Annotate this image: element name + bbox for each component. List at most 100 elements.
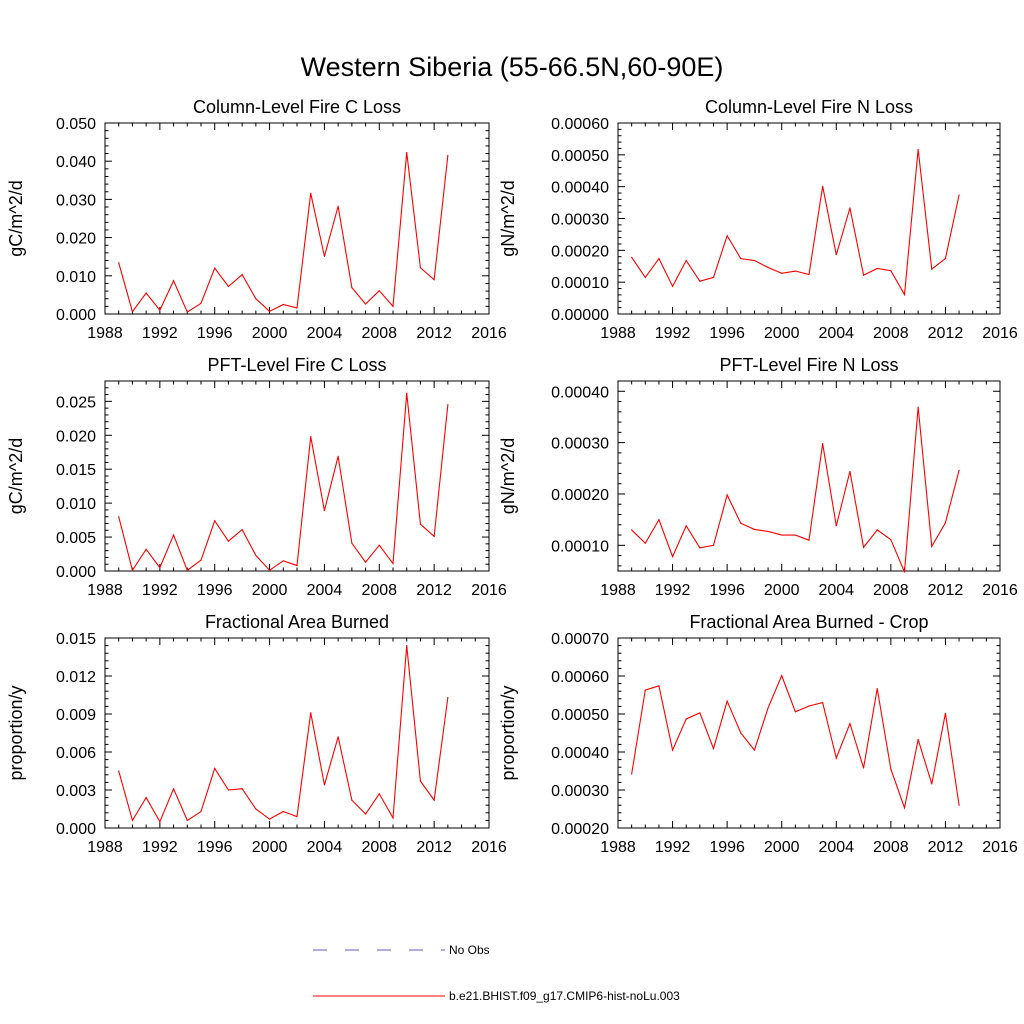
data-point: [917, 148, 919, 151]
legend-label: b.e21.BHIST.f09_g17.CMIP6-hist-noLu.003: [449, 989, 680, 1003]
panel-title: PFT-Level Fire N Loss: [719, 355, 898, 375]
data-point: [145, 292, 147, 294]
y-tick-label: 0.009: [56, 707, 96, 724]
y-tick-label: 0.00030: [551, 783, 609, 800]
data-point: [849, 722, 851, 725]
x-tick-label: 2000: [252, 325, 288, 342]
data-point: [931, 783, 933, 785]
data-point: [214, 520, 216, 522]
data-point: [419, 523, 422, 525]
y-tick-label: 0.00010: [551, 275, 609, 292]
y-tick-label: 0.00050: [551, 148, 609, 165]
x-tick-label: 2008: [873, 839, 909, 856]
x-tick-label: 2004: [307, 582, 343, 599]
y-tick-label: 0.00040: [551, 384, 609, 401]
data-point: [958, 804, 960, 806]
data-point: [712, 276, 715, 278]
data-point: [781, 675, 783, 677]
data-point: [296, 307, 298, 309]
data-point: [241, 274, 243, 276]
y-tick-label: 0.00060: [551, 669, 609, 686]
data-point: [890, 768, 892, 770]
data-point: [172, 280, 175, 282]
data-point: [200, 302, 202, 304]
panel-fractional-area-burned: Fractional Area Burned 1988 1992 1996 2000 20…: [6, 612, 507, 856]
data-point: [644, 689, 646, 691]
y-tick-label: 0.00070: [551, 631, 609, 648]
data-point: [323, 255, 326, 257]
data-point: [917, 406, 919, 408]
data-point: [835, 254, 837, 256]
data-point: [822, 443, 824, 445]
data-point: [699, 280, 701, 282]
plot-frame: [617, 637, 1001, 829]
x-tick-label: 1992: [142, 839, 178, 856]
data-point: [658, 258, 660, 260]
data-point: [145, 548, 147, 550]
panel-column-level-fire-n-loss: Column-Level Fire N Loss 1988 1992 1996 2000…: [498, 97, 1018, 342]
data-point: [241, 788, 243, 790]
data-point: [726, 700, 728, 702]
data-point: [685, 525, 687, 527]
x-tick-label: 2016: [982, 839, 1018, 856]
data-point: [159, 821, 161, 823]
x-tick-label: 1996: [197, 582, 233, 599]
data-point: [931, 268, 933, 270]
panel-title: Column-Level Fire C Loss: [193, 97, 401, 117]
data-point: [876, 267, 878, 270]
plot-frame: [104, 637, 490, 829]
data-point: [351, 542, 353, 544]
data-point: [351, 287, 353, 289]
data-point: [378, 793, 380, 795]
data-point: [794, 534, 796, 536]
data-point: [227, 285, 230, 288]
data-point: [862, 546, 865, 548]
data-point: [944, 522, 947, 524]
data-point: [392, 817, 394, 819]
y-tick-label: 0.00060: [551, 116, 609, 133]
x-tick-label: 2000: [252, 839, 288, 856]
data-point: [685, 259, 687, 262]
panel-column-level-fire-c-loss: Column-Level Fire C Loss 1988 1992 1996 2000…: [6, 97, 507, 342]
data-point: [296, 564, 298, 567]
data-point: [726, 494, 728, 496]
data-point: [227, 540, 230, 542]
y-axis-label: gN/m^2/d: [498, 180, 518, 256]
data-point: [944, 258, 947, 260]
data-point: [890, 539, 892, 541]
x-tick-label: 1988: [87, 325, 123, 342]
data-point: [172, 788, 175, 790]
y-tick-label: 0.00020: [551, 821, 609, 838]
data-point: [255, 298, 257, 300]
data-point: [433, 279, 435, 281]
data-point: [255, 808, 257, 810]
data-point: [323, 510, 326, 512]
data-point: [323, 784, 326, 786]
data-point: [364, 561, 367, 563]
legend-item: No Obs: [313, 943, 490, 957]
data-point: [200, 810, 202, 813]
data-point: [310, 712, 312, 714]
data-point: [159, 567, 161, 569]
x-tick-label: 1992: [142, 325, 178, 342]
panel-title: PFT-Level Fire C Loss: [207, 355, 386, 375]
y-axis-label: gC/m^2/d: [6, 180, 26, 256]
data-point: [310, 436, 312, 438]
data-point: [186, 569, 188, 571]
x-tick-label: 1988: [600, 325, 636, 342]
data-point: [808, 705, 810, 707]
data-point: [118, 262, 120, 264]
data-point: [337, 736, 339, 738]
y-tick-label: 0.00040: [551, 180, 609, 197]
y-tick-label: 0.00050: [551, 707, 609, 724]
data-point: [145, 797, 147, 799]
y-tick-label: 0.000: [56, 821, 96, 838]
data-point: [378, 290, 380, 292]
data-point: [337, 205, 339, 207]
x-tick-label: 2012: [416, 582, 452, 599]
x-tick-label: 1988: [600, 839, 636, 856]
x-tick-label: 2004: [818, 582, 854, 599]
x-tick-label: 2004: [818, 325, 854, 342]
data-point: [118, 516, 120, 518]
x-tick-label: 2008: [361, 582, 397, 599]
